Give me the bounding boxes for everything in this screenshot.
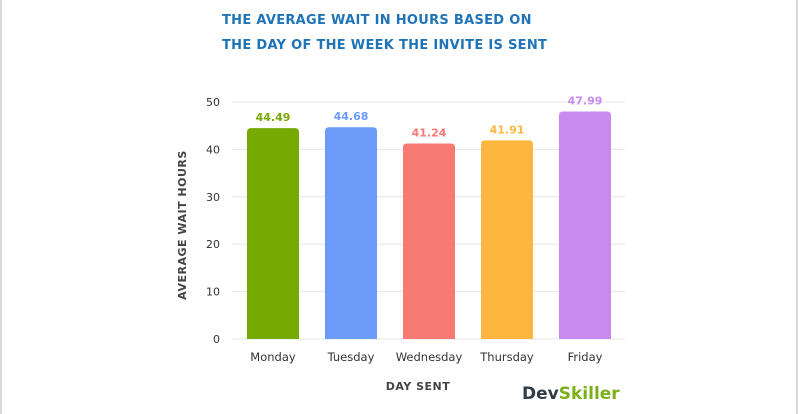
value-label-tuesday: 44.68: [334, 110, 369, 123]
y-tick-label: 10: [206, 286, 220, 299]
value-label-monday: 44.49: [256, 111, 291, 124]
y-tick-label: 0: [213, 333, 220, 346]
category-label-friday: Friday: [568, 350, 603, 364]
category-label-thursday: Thursday: [479, 350, 534, 364]
brand-skiller: Skiller: [559, 384, 621, 404]
bar-thursday: [481, 140, 533, 339]
y-axis-ticks: 0 10 20 30 40 50: [206, 96, 220, 346]
bars: [247, 111, 611, 339]
svg-text:DevSkiller: DevSkiller: [522, 384, 620, 404]
y-tick-label: 50: [206, 96, 220, 109]
value-labels: 44.49 44.68 41.24 41.91 47.99: [256, 95, 603, 140]
value-label-friday: 47.99: [568, 95, 603, 108]
y-tick-label: 20: [206, 238, 220, 251]
value-label-thursday: 41.91: [490, 123, 525, 136]
y-tick-label: 40: [206, 143, 220, 156]
bar-wednesday: [403, 143, 455, 339]
chart-title-line-2: THE DAY OF THE WEEK THE INVITE IS SENT: [222, 38, 547, 53]
y-tick-label: 30: [206, 191, 220, 204]
bar-tuesday: [325, 127, 377, 339]
brand-dev: Dev: [522, 384, 559, 404]
value-label-wednesday: 41.24: [412, 127, 447, 140]
bar-friday: [559, 111, 611, 339]
y-axis-label: AVERAGE WAIT HOURS: [176, 150, 189, 300]
category-labels: Monday Tuesday Wednesday Thursday Friday: [250, 350, 602, 364]
category-label-monday: Monday: [250, 350, 296, 364]
x-axis-label: DAY SENT: [386, 380, 451, 393]
category-label-tuesday: Tuesday: [327, 350, 375, 364]
bar-monday: [247, 128, 299, 339]
chart-title-line-1: THE AVERAGE WAIT IN HOURS BASED ON: [222, 13, 532, 28]
category-label-wednesday: Wednesday: [396, 350, 463, 364]
devskiller-logo: DevSkiller: [522, 384, 620, 404]
